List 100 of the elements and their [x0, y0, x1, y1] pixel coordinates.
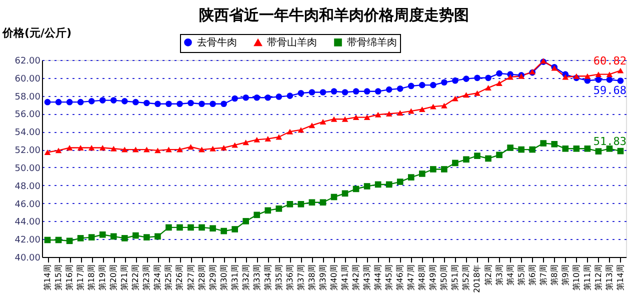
point — [430, 166, 436, 172]
x-tick-label: 第16周 — [65, 264, 74, 291]
point — [617, 68, 624, 74]
point — [320, 119, 326, 125]
point — [188, 144, 194, 150]
point — [88, 145, 95, 150]
point — [584, 73, 591, 79]
point — [474, 74, 480, 82]
point — [254, 212, 260, 218]
point — [188, 224, 194, 231]
y-tick-label: 46.00 — [14, 200, 41, 210]
point — [573, 145, 580, 152]
point — [595, 148, 602, 154]
x-tick-label: 第4周 — [506, 264, 515, 286]
point — [110, 146, 117, 152]
point — [276, 205, 282, 212]
point — [286, 128, 294, 134]
point — [452, 96, 458, 102]
point — [496, 152, 502, 158]
x-tick-label: 2018年 — [472, 264, 482, 293]
point — [374, 88, 382, 94]
point — [386, 86, 392, 93]
x-tick-label: 第48周 — [418, 264, 427, 291]
point — [286, 201, 294, 208]
point — [264, 207, 272, 214]
point — [342, 190, 348, 197]
x-tick-label: 第14周 — [616, 264, 625, 291]
point — [88, 98, 95, 104]
point — [606, 145, 613, 152]
x-tick-label: 第19周 — [98, 264, 108, 291]
point — [441, 102, 448, 108]
x-tick-label: 第14周 — [43, 264, 52, 291]
x-tick-label: 第35周 — [274, 264, 284, 291]
point — [154, 233, 161, 240]
point — [99, 231, 106, 238]
point — [408, 174, 414, 180]
legend-label: 带骨山羊肉 — [267, 36, 317, 49]
point — [352, 114, 360, 120]
point — [121, 146, 128, 152]
point — [88, 234, 95, 240]
point — [352, 88, 360, 94]
x-tick-label: 第44周 — [374, 264, 383, 291]
point — [110, 233, 117, 240]
point — [188, 100, 194, 106]
point — [132, 146, 139, 152]
point — [441, 166, 448, 172]
point — [352, 186, 360, 192]
point — [342, 116, 348, 122]
y-tick-label: 62.00 — [14, 56, 41, 66]
x-tick-label: 第11周 — [582, 264, 592, 291]
point — [364, 183, 370, 190]
point — [66, 145, 73, 150]
point — [44, 236, 51, 244]
point — [573, 73, 580, 79]
point — [606, 72, 613, 78]
x-tick-label: 第12周 — [594, 264, 603, 291]
point — [485, 85, 492, 90]
point — [242, 140, 250, 146]
point — [441, 79, 448, 86]
point — [176, 224, 183, 231]
x-tick-label: 第49周 — [428, 264, 438, 291]
point — [144, 146, 150, 152]
x-tick-label: 第47周 — [406, 264, 416, 291]
point — [144, 234, 150, 240]
point — [232, 95, 238, 102]
x-tick-label: 第36周 — [285, 264, 294, 291]
point — [485, 155, 492, 162]
x-tick-label: 第28周 — [197, 264, 206, 291]
x-tick-label: 第34周 — [263, 264, 272, 291]
point — [418, 170, 426, 177]
x-tick-label: 第38周 — [307, 264, 316, 291]
point — [463, 92, 470, 98]
point — [242, 94, 250, 101]
point — [220, 228, 227, 234]
x-tick-label: 第51周 — [450, 264, 460, 291]
point — [617, 148, 624, 154]
point — [298, 201, 304, 208]
point — [562, 145, 569, 152]
y-tick-label: 60.00 — [14, 74, 41, 84]
y-tick-label: 42.00 — [14, 236, 41, 246]
point — [518, 146, 524, 153]
x-tick-label: 第45周 — [384, 264, 394, 291]
point — [507, 74, 514, 80]
point — [396, 178, 404, 185]
point — [342, 89, 348, 96]
x-tick-label: 第40周 — [330, 264, 338, 291]
point — [66, 98, 73, 106]
point — [595, 76, 602, 83]
x-tick-label: 第39周 — [318, 264, 328, 291]
point — [44, 149, 51, 155]
point — [408, 108, 414, 114]
point — [176, 100, 183, 108]
point — [254, 94, 260, 101]
point — [364, 88, 370, 94]
point — [154, 148, 161, 154]
x-tick-label: 第7周 — [538, 264, 548, 286]
point — [232, 226, 238, 232]
point — [144, 100, 150, 106]
y-tick-label: 54.00 — [14, 128, 41, 138]
point — [77, 98, 84, 106]
